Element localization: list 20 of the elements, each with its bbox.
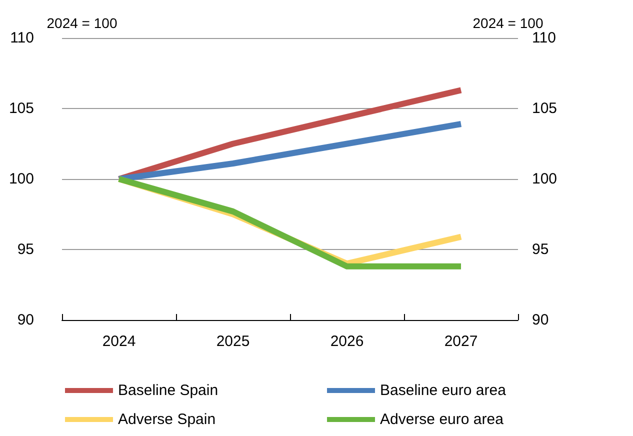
legend-label: Baseline Spain [118,382,218,399]
legend-label: Baseline euro area [380,382,507,399]
y-tick-label: 110 [10,30,34,46]
y-tick-label: 105 [8,100,34,117]
y-tick-label: 100 [8,170,34,188]
y-axis-title: 2024 = 100 [46,15,118,31]
x-tick-label: 2026 [330,333,364,350]
x-tick-label: 2024 [102,333,136,350]
y2-tick-label: 95 [532,241,549,258]
legend-label: Adverse Spain [118,411,216,428]
y-tick-label: 95 [17,241,34,258]
y2-tick-label: 100 [532,170,558,188]
y2-tick-label: 90 [532,312,549,328]
y2-axis-title: 2024 = 100 [472,15,544,31]
legend-label: Adverse euro area [380,411,504,428]
x-tick-label: 2027 [444,333,478,350]
y-tick-label: 90 [17,312,34,328]
y2-tick-label: 105 [532,100,558,117]
x-tick-label: 2025 [216,333,250,350]
y2-tick-label: 110 [532,30,556,46]
